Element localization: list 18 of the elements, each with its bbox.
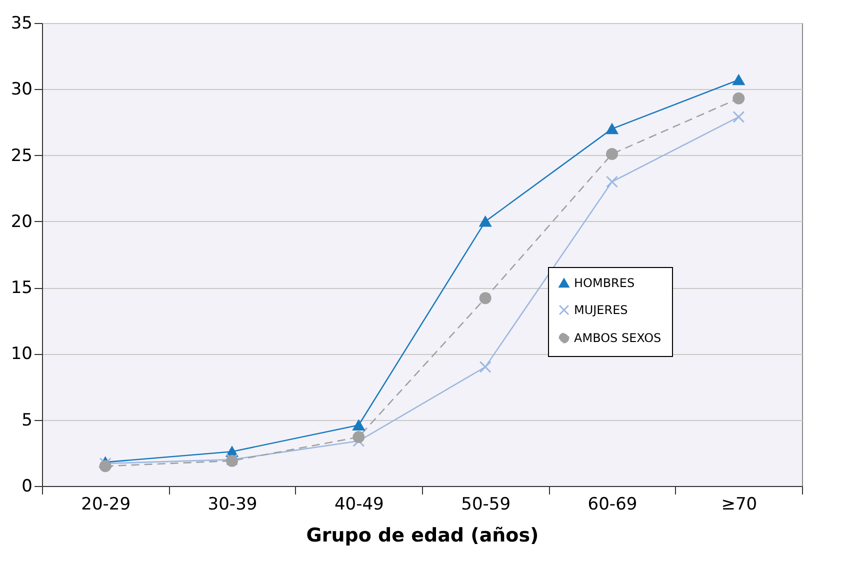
x-tick-label: 40-49	[334, 494, 384, 514]
x-tick-label: 20-29	[81, 494, 131, 514]
y-tick-label: 15	[10, 278, 32, 298]
y-tick-label: 25	[10, 146, 32, 166]
x-tick-label: 30-39	[208, 494, 258, 514]
x-axis-title: Grupo de edad (años)	[306, 524, 539, 546]
legend-label: AMBOS SEXOS	[574, 331, 662, 345]
legend-label: MUJERES	[574, 303, 628, 317]
y-tick-label: 5	[22, 410, 32, 430]
y-tick-label: 0	[22, 476, 32, 496]
legend-label: HOMBRES	[574, 276, 635, 290]
y-tick-label: 20	[10, 212, 32, 232]
y-tick-label: 35	[10, 14, 32, 34]
x-tick-label: 50-59	[461, 494, 511, 514]
y-tick-label: 30	[10, 80, 32, 100]
x-tick-label: 60-69	[588, 494, 638, 514]
y-tick-label: 10	[10, 344, 32, 364]
x-tick-label: ≥70	[721, 494, 758, 514]
